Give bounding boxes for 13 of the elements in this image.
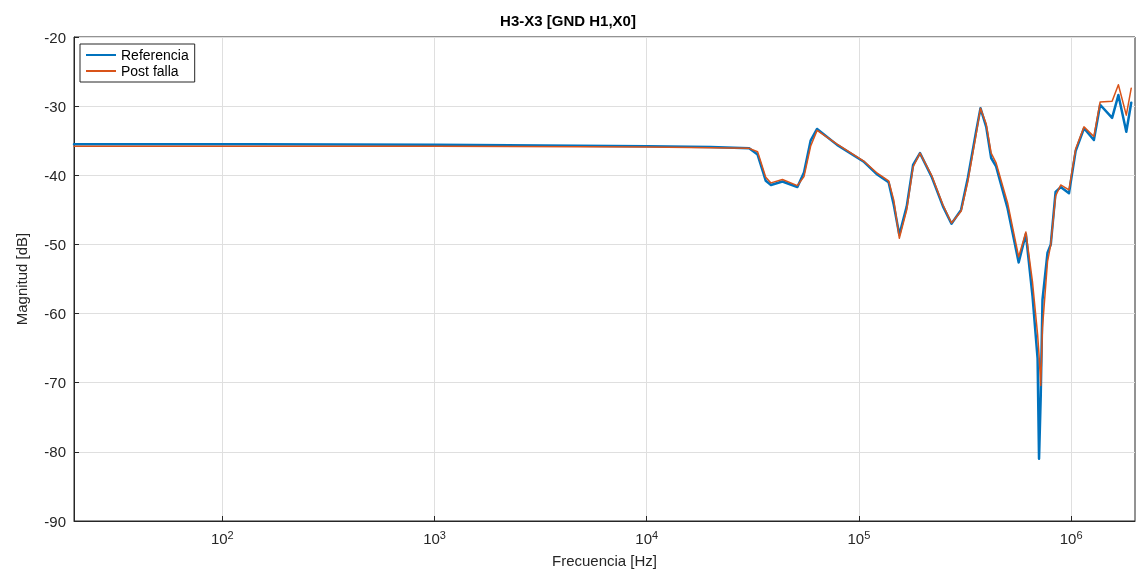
y-tick-label: -60 [44, 305, 66, 323]
chart-title: H3-X3 [GND H1,X0] [500, 12, 636, 29]
y-tick-label: -40 [44, 166, 66, 184]
y-tick-label: -80 [44, 443, 66, 461]
legend-label: Post falla [121, 63, 179, 79]
y-axis-title: Magnitud [dB] [13, 232, 30, 326]
y-tick-label: -70 [44, 374, 66, 392]
legend-label: Referencia [121, 47, 189, 63]
y-tick-label: -50 [44, 235, 66, 253]
x-axis-title: Frecuencia [Hz] [551, 552, 658, 569]
y-tick-label: -20 [44, 28, 66, 46]
y-tick-label: -90 [44, 512, 66, 530]
y-tick-label: -30 [44, 97, 66, 115]
